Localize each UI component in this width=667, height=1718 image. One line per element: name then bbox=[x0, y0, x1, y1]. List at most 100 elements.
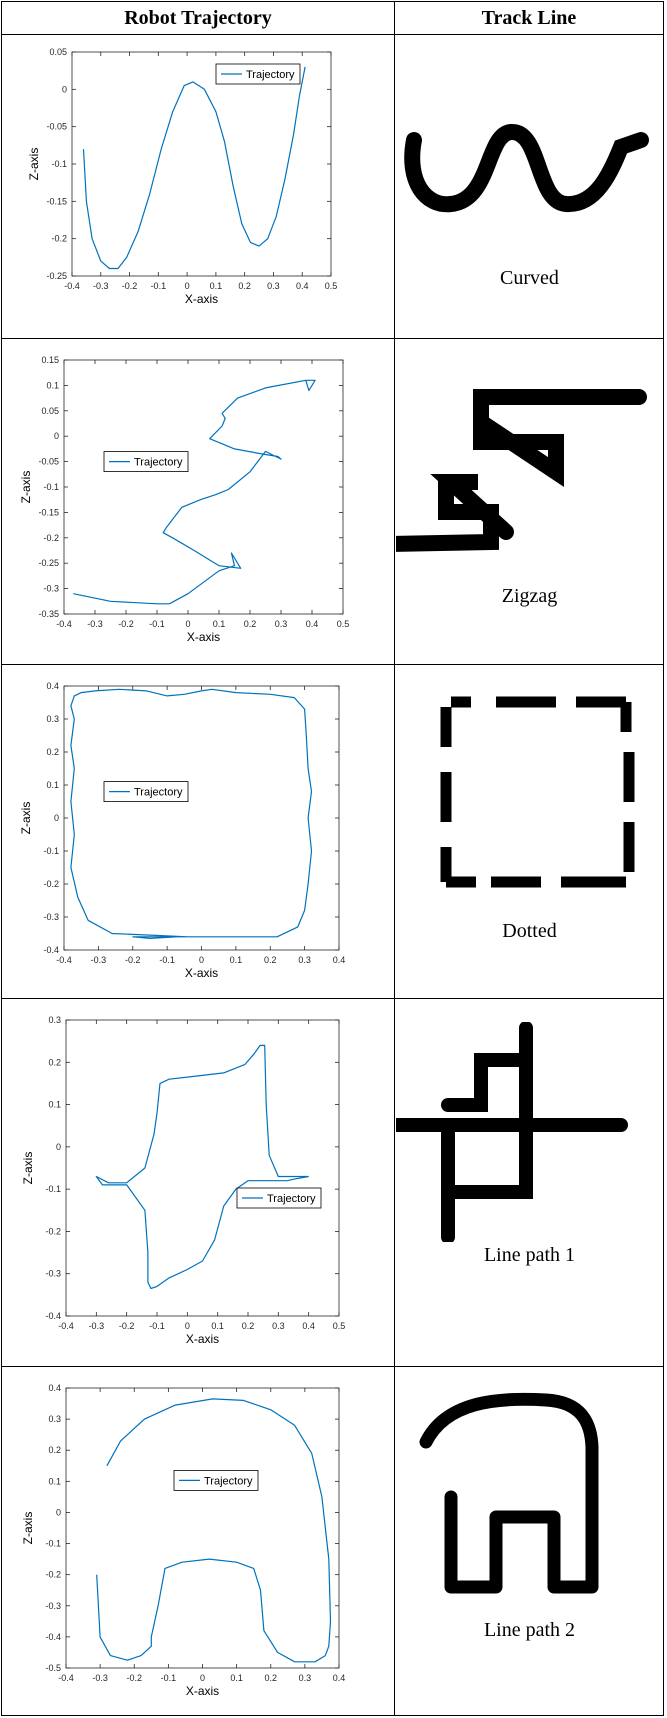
x-tick-label: 0 bbox=[185, 619, 190, 629]
y-tick-label: -0.4 bbox=[45, 1311, 61, 1321]
x-tick-label: -0.4 bbox=[56, 619, 72, 629]
legend-label: Trajectory bbox=[134, 787, 183, 799]
track-label-line-path-2: Line path 2 bbox=[483, 1619, 576, 1641]
x-tick-label: -0.1 bbox=[161, 1673, 177, 1683]
x-tick-label: -0.1 bbox=[149, 619, 165, 629]
trajectory-line bbox=[70, 688, 313, 939]
row-divider bbox=[2, 998, 663, 999]
y-tick-label: 0.3 bbox=[48, 1414, 61, 1424]
y-tick-label: -0.3 bbox=[45, 1269, 61, 1279]
legend-label: Trajectory bbox=[267, 1193, 316, 1205]
y-tick-label: -0.05 bbox=[38, 457, 59, 467]
y-tick-label: -0.05 bbox=[46, 122, 67, 132]
y-tick-label: 0 bbox=[56, 1507, 61, 1517]
x-tick-label: 0.4 bbox=[333, 1673, 346, 1683]
y-tick-label: 0.2 bbox=[48, 1057, 61, 1067]
row-divider bbox=[2, 34, 663, 35]
y-tick-label: 0.15 bbox=[41, 355, 59, 365]
legend-box bbox=[236, 1187, 322, 1209]
x-tick-label: 0.5 bbox=[333, 1321, 346, 1331]
y-tick-label: -0.2 bbox=[45, 1226, 61, 1236]
trajectory-chart-dotted: -0.4 -0.3 -0.2 -0.1 0 0.1 0.2 0.3 0.4 0.4 0.3 0.2 0.… bbox=[19, 681, 346, 980]
x-axis-label: X-axis bbox=[187, 630, 220, 644]
y-tick-label: -0.3 bbox=[43, 584, 59, 594]
y-tick-label: 0.1 bbox=[46, 780, 59, 790]
trajectory-chart-zigzag: -0.4 -0.3 -0.2 -0.1 0 0.1 0.2 0.3 0.4 0.5 0.15 0.1 0… bbox=[19, 355, 349, 644]
y-tick-label: 0 bbox=[54, 813, 59, 823]
trajectory-chart-line-path-2: -0.4 -0.3 -0.2 -0.1 0 0.1 0.2 0.3 0.4 0.4 0.3 0.2 0.… bbox=[21, 1383, 346, 1698]
x-tick-label: 0.2 bbox=[238, 281, 251, 291]
x-tick-label: 0 bbox=[199, 955, 204, 965]
legend-box bbox=[173, 1470, 259, 1491]
y-axis-label: Z-axis bbox=[19, 471, 33, 504]
legend-label: Trajectory bbox=[246, 69, 295, 81]
plot-frame bbox=[65, 1387, 340, 1669]
x-axis-label: X-axis bbox=[185, 966, 218, 980]
x-tick-label: 0.1 bbox=[230, 955, 243, 965]
x-tick-label: 0.2 bbox=[244, 619, 257, 629]
y-tick-label: 0.4 bbox=[48, 1383, 61, 1393]
y-tick-label: 0.4 bbox=[46, 681, 59, 691]
column-divider bbox=[394, 2, 395, 1715]
y-tick-label: 0.3 bbox=[48, 1015, 61, 1025]
y-axis-label: Z-axis bbox=[27, 148, 41, 181]
y-tick-label: 0.3 bbox=[46, 714, 59, 724]
x-tick-label: 0.1 bbox=[213, 619, 226, 629]
y-tick-label: 0 bbox=[62, 84, 67, 94]
x-tick-label: -0.1 bbox=[151, 281, 167, 291]
x-tick-label: -0.2 bbox=[118, 619, 134, 629]
x-tick-label: 0.5 bbox=[325, 281, 338, 291]
x-tick-label: -0.3 bbox=[89, 1321, 105, 1331]
y-axis-label: Z-axis bbox=[19, 802, 33, 835]
x-tick-label: 0.3 bbox=[299, 1673, 312, 1683]
trajectory-chart-curved: -0.4 -0.3 -0.2 -0.1 0 0.1 0.2 0.3 0.4 0.5 0.05 0 -0.… bbox=[27, 47, 338, 306]
x-tick-label: 0.3 bbox=[298, 955, 311, 965]
x-tick-label: 0.3 bbox=[267, 281, 280, 291]
legend: Trajectory bbox=[215, 63, 301, 85]
x-tick-label: 0 bbox=[185, 1321, 190, 1331]
x-tick-label: -0.2 bbox=[119, 1321, 135, 1331]
plot-frame bbox=[71, 51, 332, 277]
x-tick-label: -0.4 bbox=[56, 955, 72, 965]
y-tick-label: -0.1 bbox=[51, 159, 67, 169]
x-tick-label: -0.1 bbox=[149, 1321, 165, 1331]
y-tick-label: -0.4 bbox=[45, 1632, 61, 1642]
trajectory-chart-line-path-1: -0.4 -0.3 -0.2 -0.1 0 0.1 0.2 0.3 0.4 0.5 0.3 0.2 0.… bbox=[21, 1015, 346, 1346]
x-tick-label: 0 bbox=[185, 281, 190, 291]
y-tick-label: -0.3 bbox=[45, 1601, 61, 1611]
legend-label: Trajectory bbox=[134, 457, 183, 469]
x-tick-label: 0.3 bbox=[272, 1321, 285, 1331]
x-tick-label: 0.4 bbox=[333, 955, 346, 965]
x-tick-label: 0 bbox=[200, 1673, 205, 1683]
zigzag-track-icon bbox=[396, 389, 647, 552]
y-tick-label: -0.15 bbox=[38, 507, 59, 517]
x-tick-label: -0.2 bbox=[122, 281, 138, 291]
x-tick-label: -0.3 bbox=[91, 955, 107, 965]
x-tick-label: 0.1 bbox=[230, 1673, 243, 1683]
row-divider bbox=[2, 664, 663, 665]
plot-frame bbox=[65, 1019, 340, 1317]
y-tick-label: -0.5 bbox=[45, 1663, 61, 1673]
legend-box bbox=[215, 63, 301, 85]
y-tick-label: -0.15 bbox=[46, 196, 67, 206]
legend-label: Trajectory bbox=[204, 1475, 253, 1487]
legend: Trajectory bbox=[103, 781, 189, 802]
row-divider bbox=[2, 338, 663, 339]
legend-box bbox=[103, 781, 189, 802]
legend: Trajectory bbox=[103, 451, 189, 472]
y-tick-label: 0.2 bbox=[48, 1445, 61, 1455]
x-axis-label: X-axis bbox=[186, 1684, 219, 1698]
x-tick-label: -0.4 bbox=[64, 281, 80, 291]
y-tick-label: 0.05 bbox=[49, 47, 67, 57]
x-tick-label: 0.4 bbox=[296, 281, 309, 291]
y-tick-label: -0.4 bbox=[43, 945, 59, 955]
track-label-curved: Curved bbox=[500, 267, 559, 289]
y-tick-label: -0.35 bbox=[38, 609, 59, 619]
x-tick-label: 0.4 bbox=[306, 619, 319, 629]
x-tick-label: -0.2 bbox=[125, 955, 141, 965]
trajectory-line bbox=[73, 379, 316, 605]
x-tick-label: -0.3 bbox=[93, 281, 109, 291]
x-tick-label: -0.2 bbox=[126, 1673, 142, 1683]
header-track-line: Track Line bbox=[481, 7, 577, 29]
